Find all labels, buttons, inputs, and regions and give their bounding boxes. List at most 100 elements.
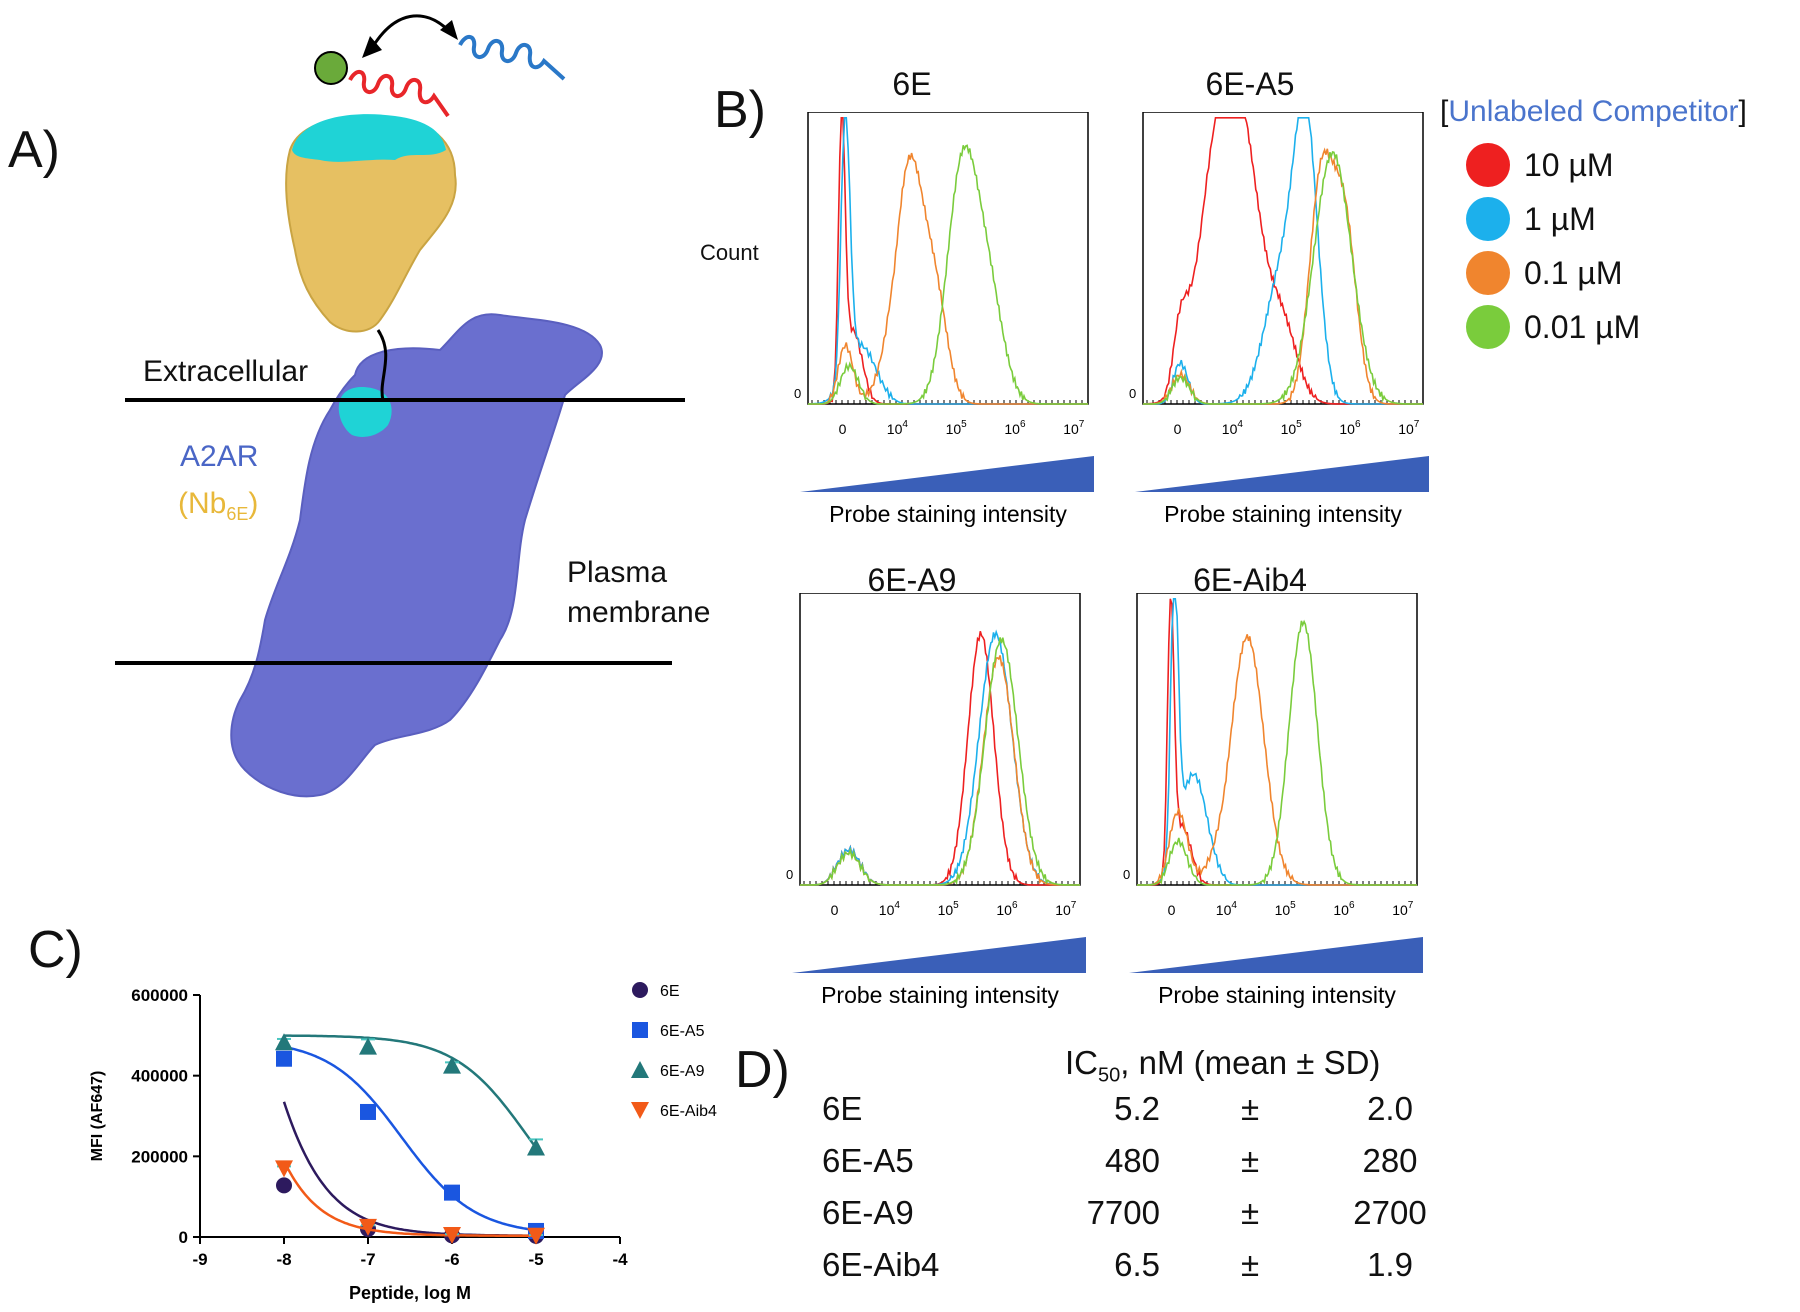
legend-bracket-open: [ [1440,95,1449,128]
x-tick-label: 106 [1339,419,1361,437]
legend-label: 6E-A5 [660,1023,705,1040]
x-tick-label: 106 [996,900,1018,918]
concentration-legend: [Unlabeled Competitor] 10 µM 1 µM 0.1 µM… [1440,95,1800,355]
fit-curve-6e-a9 [284,1034,537,1149]
x-tick-label: -9 [192,1250,207,1269]
receptor-label: A2AR [180,440,259,473]
fit-curve-6e-a5 [283,1045,537,1232]
x-tick-label: 104 [879,900,901,918]
panel-label-d: D) [735,1041,790,1099]
ic50-cell-pm: ± [1240,1142,1260,1179]
data-point [527,1227,545,1245]
legend-swatch [1466,197,1510,241]
ic50-header-ic: IC [1065,1044,1098,1081]
x-tick-label: 0 [1168,902,1176,918]
x-tick-label: 105 [1275,900,1297,918]
legend-label: 6E-A9 [660,1063,705,1080]
histogram-series-001M [800,637,1080,886]
x-tick-label: -8 [276,1250,291,1269]
histogram-series-001M [808,144,1088,405]
data-point [276,1050,292,1067]
fluorophore-tag [314,51,348,85]
data-point [275,1033,293,1051]
y-tick-label: 200000 [131,1147,188,1166]
panel-label-b: B) [714,81,766,139]
histogram-title: 6E-A9 [867,562,957,598]
x-tick-label: 104 [887,419,909,437]
x-tick-label: 105 [1281,419,1303,437]
legend-bracket-close: ] [1738,95,1747,128]
legend-swatch [1466,143,1510,187]
legend-label: 0.1 µM [1524,254,1623,291]
nanobody-label-sub: 6E [226,504,249,524]
histogram-plot: 0 0 104 105 106 107 Probe staining intensity [1123,593,1423,1008]
legend-item-0-01um: 0.01 µM [1466,305,1640,349]
intensity-wedge [1135,456,1429,492]
x-tick-label: 0 [831,902,839,918]
membrane-label-line1: Plasma [567,556,668,589]
histogram-frame [799,593,1081,886]
arrowhead-left [362,36,382,58]
linker [376,329,388,401]
histogram-zero-label: 0 [794,386,801,401]
ic50-cell-name: 6E-A9 [822,1194,914,1231]
data-point [443,1056,461,1074]
x-tick-label: -5 [528,1250,543,1269]
probe-intensity-label: Probe staining intensity [1158,982,1396,1008]
data-point [359,1218,377,1236]
legend-title-text: Unlabeled Competitor [1448,95,1739,128]
legend-title: [Unlabeled Competitor] [1440,95,1747,129]
x-tick-label: 105 [938,900,960,918]
y-tick-label: 0 [179,1228,188,1247]
intensity-wedge [1129,937,1423,973]
histogram-plot: 0 0 104 105 106 107 Probe staining intensity [794,112,1094,527]
histogram-title: 6E-A5 [1205,66,1295,102]
ic50-cell-mean: 7700 [1086,1194,1160,1231]
ic50-cell-sd: 2700 [1353,1194,1427,1231]
data-point [275,1160,293,1178]
histogram-zero-label: 0 [786,867,793,882]
legend-label: 6E-Aib4 [660,1103,717,1120]
x-axis-label: Peptide, log M [349,1283,471,1303]
ic50-cell-pm: ± [1240,1090,1260,1127]
ic50-cell-name: 6E-Aib4 [822,1246,940,1283]
fit-curve-6e-aib4 [282,1160,536,1237]
panel-a: A) Extracellular A2AR (Nb6E) Plasma memb… [0,0,760,880]
data-point [360,1103,376,1120]
ic50-cell-mean: 5.2 [1114,1090,1160,1127]
x-tick-label: -6 [444,1250,459,1269]
ic50-cell-mean: 480 [1104,1142,1160,1179]
y-tick-label: 600000 [131,986,188,1005]
histogram-frame [1142,112,1424,405]
epitope-patch-nanobody [292,114,446,162]
x-tick-label: 107 [1392,900,1414,918]
histogram-zero-label: 0 [1123,867,1130,882]
membrane-label: Plasma membrane [567,553,710,633]
x-tick-label: 106 [1333,900,1355,918]
dose-response-chart: 0 200000 400000 600000 -9 -8 -7 -6 -5 -4 Peptide, … [89,982,717,1303]
probe-intensity-label: Probe staining intensity [1164,501,1402,527]
histogram-plot: 0 0 104 105 106 107 Probe staining intensity [786,593,1086,1008]
histogram-series-001M [1143,151,1423,405]
data-point [276,1177,292,1194]
ic50-header: IC50, nM (mean ± SD) [1065,1044,1380,1088]
legend-swatch [1466,251,1510,295]
x-tick-label: 107 [1398,419,1420,437]
intensity-wedge [800,456,1094,492]
data-point [527,1138,545,1156]
x-tick-label: -4 [612,1250,628,1269]
legend-marker [632,982,648,998]
x-tick-label: -7 [360,1250,375,1269]
nanobody-label-end: ) [248,487,259,520]
x-tick-label: 107 [1055,900,1077,918]
legend-item-1um: 1 µM [1466,197,1596,241]
nanobody-label-main: (Nb [178,487,227,520]
a2ar-receptor-surface [230,313,603,798]
x-tick-label: 0 [1174,421,1182,437]
legend-swatch [1466,305,1510,349]
data-point [444,1184,460,1201]
count-axis-label: Count [700,240,759,265]
histogram-plot: 0 0 104 105 106 107 Probe staining intensity [1129,112,1429,527]
x-tick-label: 106 [1004,419,1026,437]
ic50-cell-sd: 280 [1362,1142,1418,1179]
